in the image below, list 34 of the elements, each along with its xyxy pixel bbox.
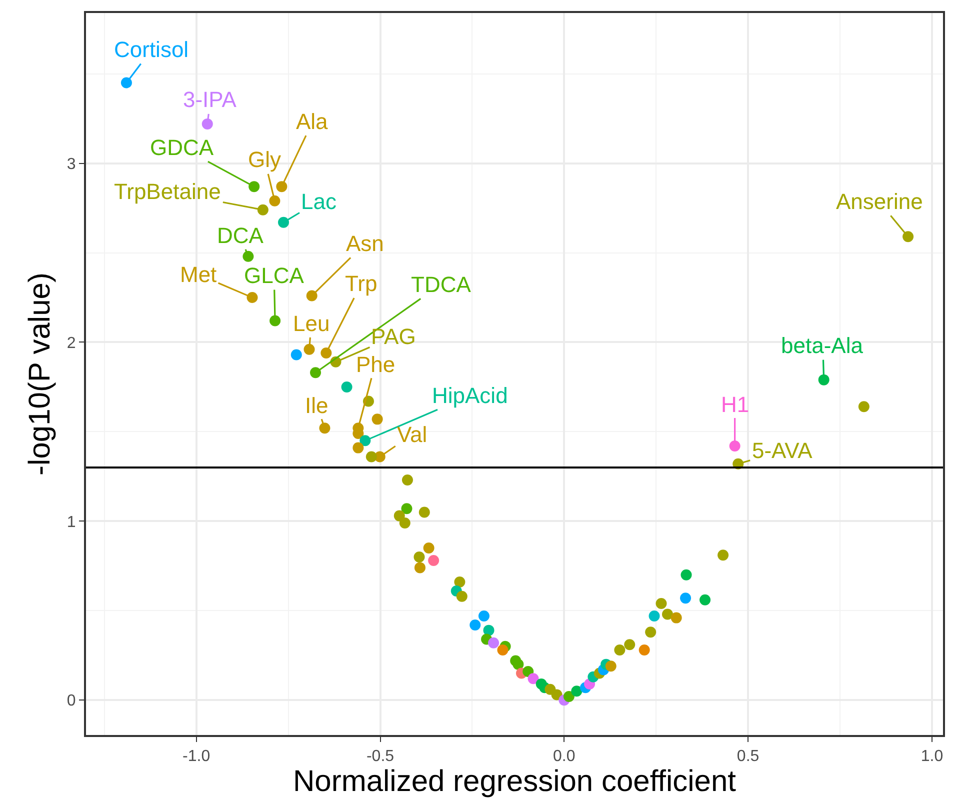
y-tick-label: 2 bbox=[66, 334, 76, 352]
annotation: Leu bbox=[293, 311, 330, 336]
annotation: Trp bbox=[345, 271, 378, 296]
annotation: TDCA bbox=[411, 272, 472, 297]
annotation: HipAcid bbox=[432, 383, 508, 408]
annotation: Asn bbox=[346, 231, 384, 256]
y-tick-label: 1 bbox=[66, 514, 76, 531]
x-tick-label: -0.5 bbox=[366, 748, 394, 766]
x-axis-title: Normalized regression coefficient bbox=[293, 765, 737, 798]
annotation: Phe bbox=[356, 352, 396, 377]
x-tick-label: 1.0 bbox=[920, 748, 944, 766]
x-tick-label: -1.0 bbox=[182, 748, 210, 766]
annotation: Lac bbox=[301, 189, 336, 214]
annotation: Cortisol bbox=[114, 37, 189, 62]
annotation: TrpBetaine bbox=[114, 179, 221, 204]
y-tick-label: 3 bbox=[66, 156, 76, 173]
annotation: Ile bbox=[305, 393, 328, 418]
annotation: PAG bbox=[371, 324, 416, 349]
annotation: DCA bbox=[217, 223, 264, 248]
annotation: GDCA bbox=[150, 135, 214, 160]
annotation: beta-Ala bbox=[781, 333, 864, 358]
annotation: Met bbox=[180, 262, 217, 287]
annotation: Gly bbox=[248, 147, 281, 172]
annotation: Val bbox=[397, 422, 428, 447]
x-tick-label: 0.0 bbox=[553, 748, 576, 766]
annotation: 5-AVA bbox=[752, 438, 813, 463]
annotation: 3-IPA bbox=[183, 87, 237, 112]
x-tick-label: 0.5 bbox=[736, 748, 760, 766]
annotation: Anserine bbox=[836, 189, 923, 214]
y-axis-title: -log10(P value) bbox=[23, 272, 56, 476]
annotation: H1 bbox=[721, 392, 750, 417]
annotation: Ala bbox=[296, 109, 329, 134]
y-tick-label: 0 bbox=[66, 692, 76, 710]
annotation: GLCA bbox=[244, 263, 304, 288]
